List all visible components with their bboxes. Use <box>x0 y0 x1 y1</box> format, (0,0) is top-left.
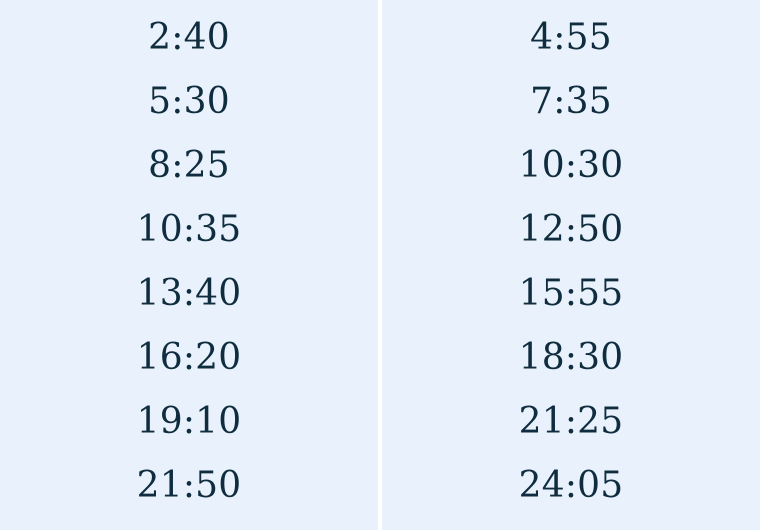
time-cell[interactable]: 18:30 <box>518 337 624 378</box>
time-cell[interactable]: 21:50 <box>136 465 242 506</box>
time-cell[interactable]: 7:35 <box>530 81 612 122</box>
time-cell[interactable]: 13:40 <box>136 273 242 314</box>
time-cell[interactable]: 21:25 <box>518 401 624 442</box>
time-cell[interactable]: 10:35 <box>136 209 242 250</box>
time-cell[interactable]: 12:50 <box>518 209 624 250</box>
time-cell[interactable]: 15:55 <box>518 273 624 314</box>
time-cell[interactable]: 2:40 <box>148 17 230 58</box>
time-cell[interactable]: 5:30 <box>148 81 230 122</box>
time-cell[interactable]: 8:25 <box>148 145 230 186</box>
time-cell[interactable]: 19:10 <box>136 401 242 442</box>
schedule-column-right: 4:55 7:35 10:30 12:50 15:55 18:30 21:25 … <box>382 0 760 530</box>
time-cell[interactable]: 24:05 <box>518 465 624 506</box>
schedule-column-left: 2:40 5:30 8:25 10:35 13:40 16:20 19:10 2… <box>0 0 378 530</box>
time-cell[interactable]: 4:55 <box>530 17 612 58</box>
column-divider <box>378 0 382 530</box>
time-cell[interactable]: 10:30 <box>518 145 624 186</box>
time-cell[interactable]: 16:20 <box>136 337 242 378</box>
